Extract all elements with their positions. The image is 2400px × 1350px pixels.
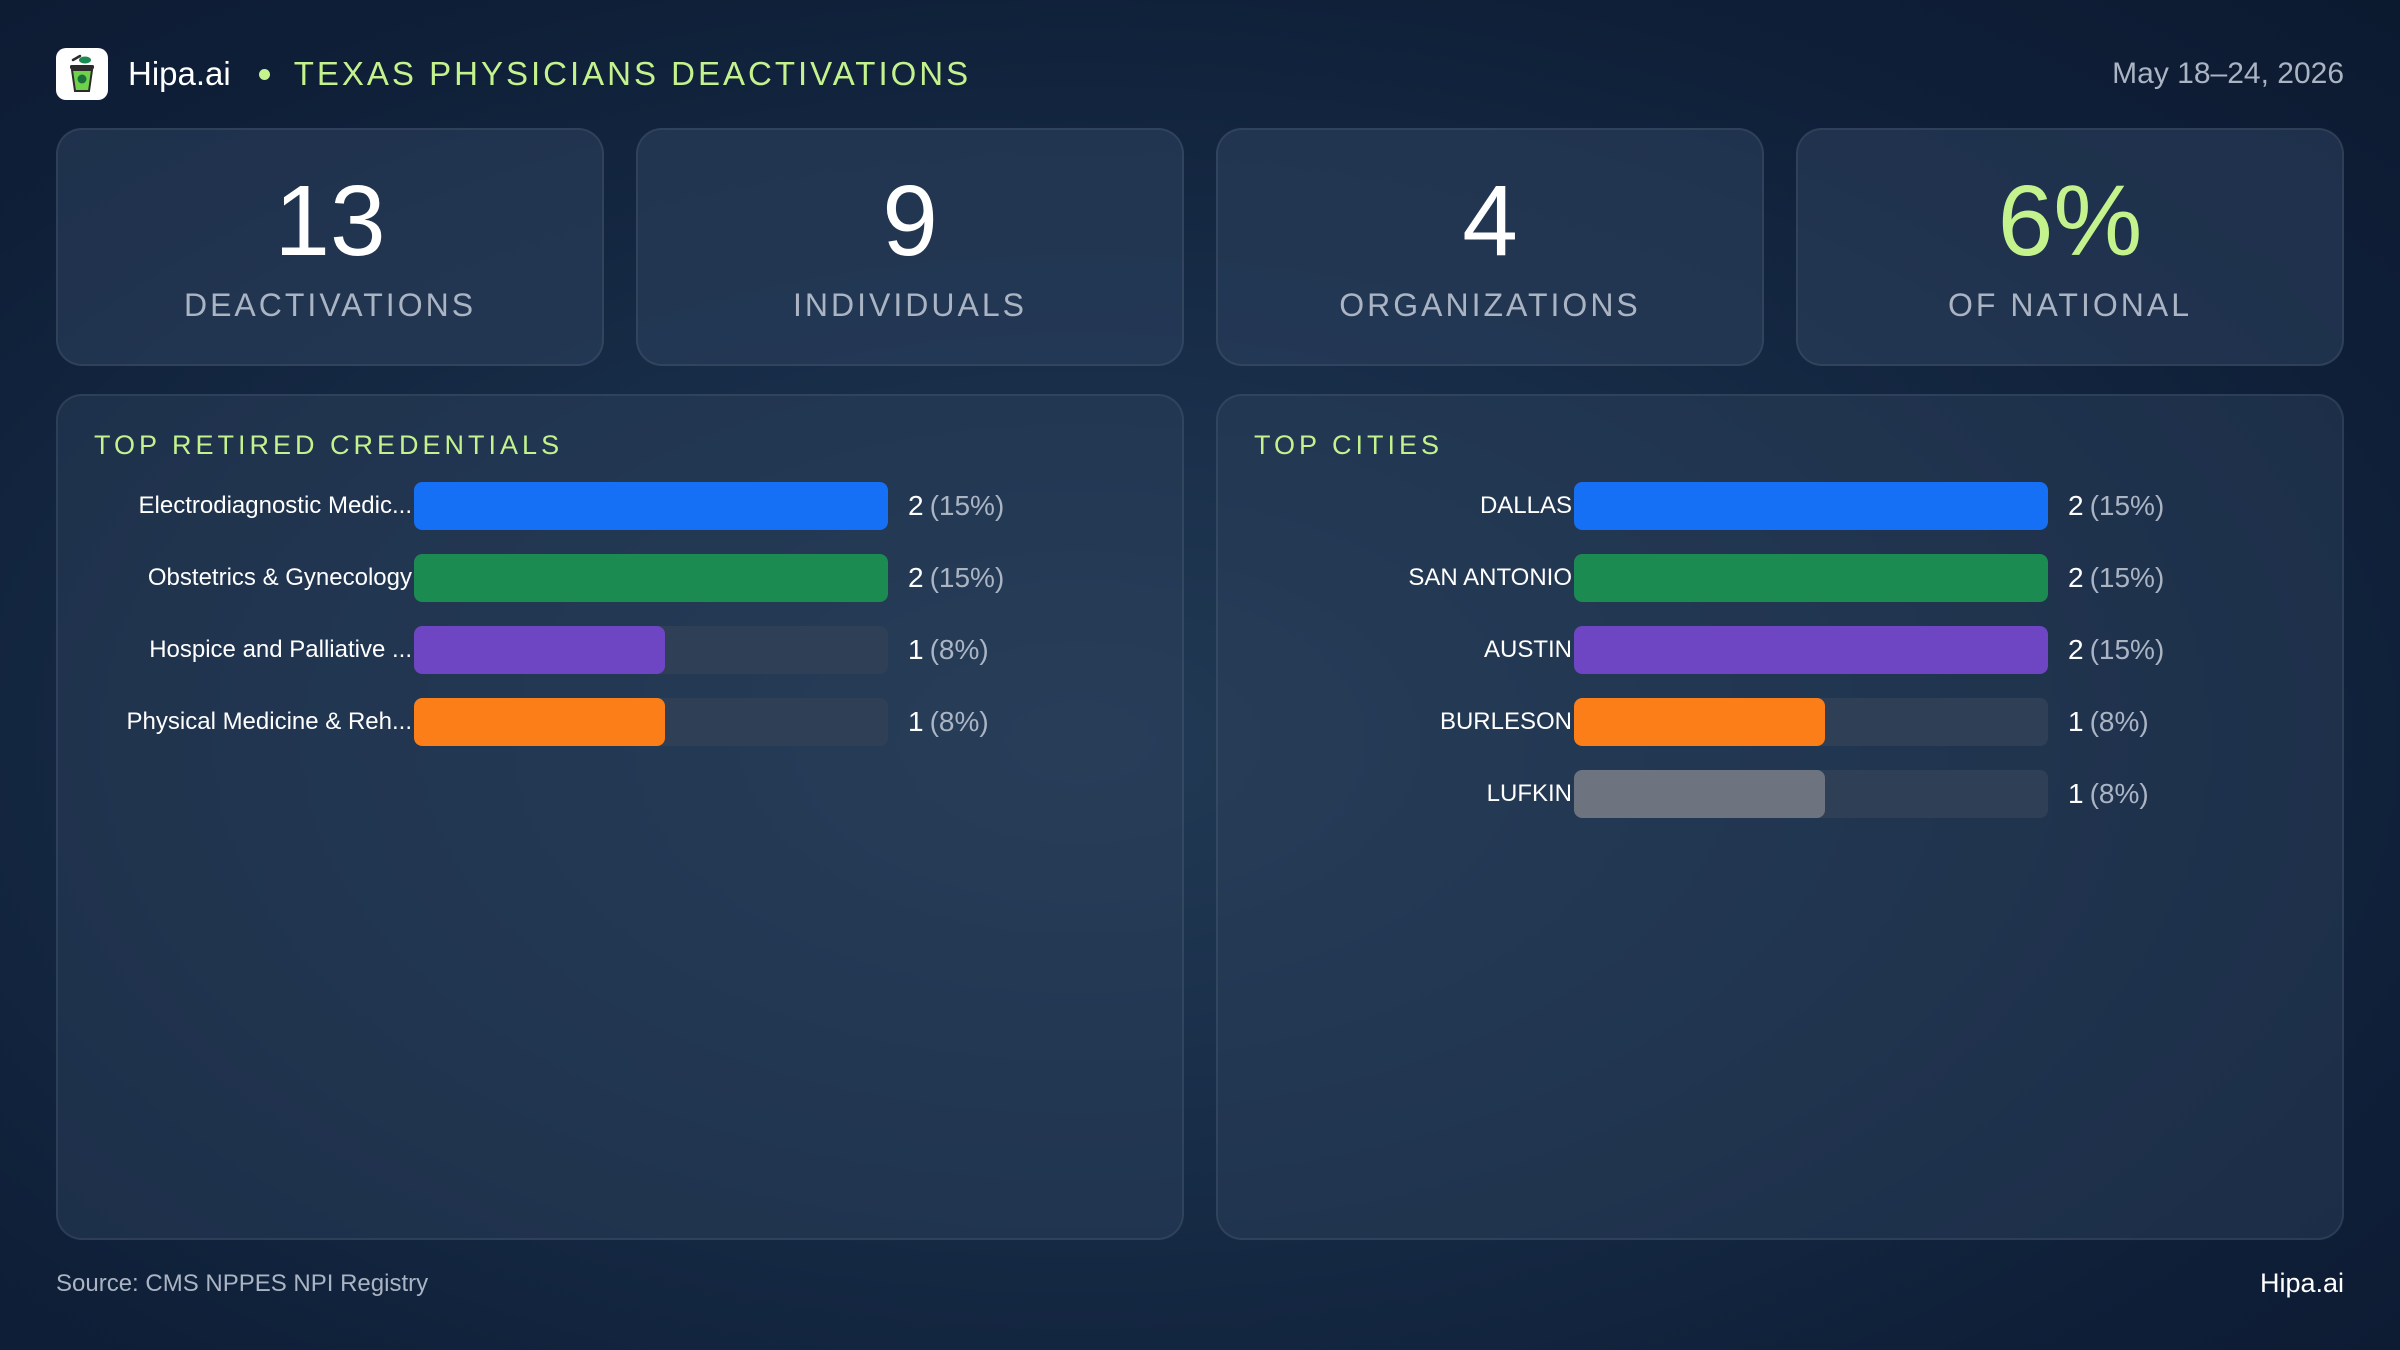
bar: [1574, 482, 2048, 530]
bar-value: 1 (8%): [908, 626, 989, 674]
bar-label: BURLESON: [1439, 708, 1572, 735]
bar-percent: (8%): [2089, 706, 2149, 737]
bar-value: 2 (15%): [2068, 554, 2164, 602]
bar-percent: (8%): [929, 634, 989, 665]
bar-value: 1 (8%): [2068, 698, 2149, 746]
bar-value: 2 (15%): [908, 482, 1004, 530]
bar-track: [414, 626, 888, 674]
bar-value: 1 (8%): [2068, 770, 2149, 818]
bar-count: 2: [2068, 634, 2084, 665]
bar-track: [1574, 698, 2048, 746]
bar-value: 2 (15%): [908, 554, 1004, 602]
bar-track: [414, 554, 888, 602]
bar-track: [1574, 482, 2048, 530]
bar: [1574, 554, 2048, 602]
kpi-value: 6%: [1997, 164, 2143, 277]
bar-label: Electrodiagnostic Medic...: [138, 492, 412, 519]
bar-count: 1: [908, 634, 924, 665]
bar-count: 2: [908, 490, 924, 521]
credentials-panel: TOP RETIRED CREDENTIALS Electrodiagnosti…: [56, 394, 1184, 1240]
bar-row: AUSTIN 2 (15%): [1218, 626, 2342, 674]
bar-track: [1574, 770, 2048, 818]
bar-track: [414, 698, 888, 746]
bar: [1574, 698, 1826, 746]
kpi-label: INDIVIDUALS: [793, 286, 1027, 323]
bar-row: BURLESON 1 (8%): [1218, 698, 2342, 746]
bar-row: DALLAS 2 (15%): [1218, 482, 2342, 530]
header: Hipa.ai TEXAS PHYSICIANS DEACTIVATIONS M…: [56, 48, 2344, 100]
bar-count: 2: [2068, 490, 2084, 521]
bar-value: 1 (8%): [908, 698, 989, 746]
cup-leaf-icon: [70, 54, 94, 92]
bar-percent: (15%): [2089, 490, 2165, 521]
bar-row: Obstetrics & Gynecology 2 (15%): [58, 554, 1182, 602]
kpi-card-individuals: 9 INDIVIDUALS: [636, 128, 1184, 366]
bar-track: [414, 482, 888, 530]
bar-label: AUSTIN: [1483, 636, 1572, 663]
kpi-value: 9: [882, 164, 938, 277]
cities-panel: TOP CITIES DALLAS 2 (15%) SAN ANTONIO 2 (15%)…: [1216, 394, 2344, 1240]
kpi-value: 4: [1462, 164, 1518, 277]
bar-row: LUFKIN 1 (8%): [1218, 770, 2342, 818]
bar-percent: (15%): [2089, 634, 2165, 665]
cities-bar-list: DALLAS 2 (15%) SAN ANTONIO 2 (15%) AUSTIN 2 (15%…: [1218, 482, 2342, 842]
bar-count: 2: [908, 562, 924, 593]
separator-dot: [258, 68, 270, 80]
bar: [1574, 626, 2048, 674]
kpi-card-national-share: 6% OF NATIONAL: [1796, 128, 2344, 366]
bar: [414, 482, 888, 530]
brand-name: Hipa.ai: [128, 55, 231, 92]
bar: [414, 698, 666, 746]
bar-count: 1: [908, 706, 924, 737]
logo: [56, 48, 108, 100]
kpi-label: ORGANIZATIONS: [1339, 286, 1641, 323]
bar-track: [1574, 554, 2048, 602]
panel-title: TOP CITIES: [1254, 430, 1444, 460]
bar-percent: (15%): [2089, 562, 2165, 593]
bar-count: 1: [2068, 706, 2084, 737]
bar-value: 2 (15%): [2068, 482, 2164, 530]
bar-row: SAN ANTONIO 2 (15%): [1218, 554, 2342, 602]
kpi-label: DEACTIVATIONS: [183, 286, 477, 323]
bar: [414, 626, 666, 674]
bar-count: 1: [2068, 778, 2084, 809]
bar-percent: (15%): [929, 562, 1005, 593]
bar-label: DALLAS: [1479, 492, 1572, 519]
bar-label: LUFKIN: [1486, 780, 1572, 807]
bar-percent: (15%): [929, 490, 1005, 521]
bar-percent: (8%): [2089, 778, 2149, 809]
report-title: TEXAS PHYSICIANS DEACTIVATIONS: [293, 55, 972, 92]
date-range: May 18–24, 2026: [2112, 57, 2344, 90]
kpi-value: 13: [274, 164, 386, 277]
bar: [414, 554, 888, 602]
kpi-row: 13 DEACTIVATIONS 9 INDIVIDUALS 4 ORGANIZ…: [56, 128, 2344, 366]
bar-label: Obstetrics & Gynecology: [147, 564, 412, 591]
bar-row: Physical Medicine & Reh... 1 (8%): [58, 698, 1182, 746]
kpi-label: OF NATIONAL: [1948, 286, 2192, 323]
bar-track: [1574, 626, 2048, 674]
panel-title: TOP RETIRED CREDENTIALS: [94, 430, 564, 460]
bar-count: 2: [2068, 562, 2084, 593]
kpi-card-deactivations: 13 DEACTIVATIONS: [56, 128, 604, 366]
bar-row: Electrodiagnostic Medic... 2 (15%): [58, 482, 1182, 530]
bar: [1574, 770, 1826, 818]
source-note: Source: CMS NPPES NPI Registry: [56, 1270, 429, 1297]
footer-brand: Hipa.ai: [2259, 1268, 2344, 1298]
kpi-card-organizations: 4 ORGANIZATIONS: [1216, 128, 1764, 366]
credentials-bar-list: Electrodiagnostic Medic... 2 (15%) Obstetri…: [58, 482, 1182, 770]
bar-row: Hospice and Palliative ... 1 (8%): [58, 626, 1182, 674]
bar-label: Physical Medicine & Reh...: [126, 708, 412, 735]
bar-percent: (8%): [929, 706, 989, 737]
bar-value: 2 (15%): [2068, 626, 2164, 674]
bar-label: SAN ANTONIO: [1408, 564, 1572, 591]
bar-label: Hospice and Palliative ...: [149, 636, 412, 663]
